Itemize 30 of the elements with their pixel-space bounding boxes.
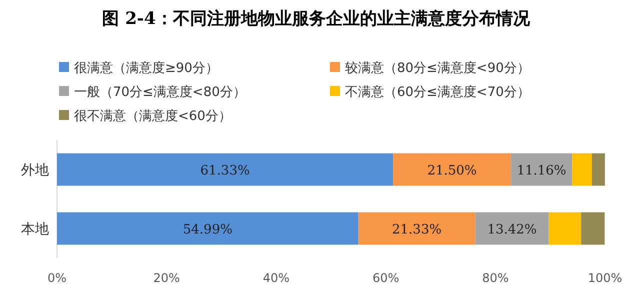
data-label: 11.16% (516, 164, 566, 178)
bar (572, 153, 592, 186)
bar (510, 153, 572, 186)
data-label: 13.42% (487, 222, 537, 238)
data-label: 54.99% (182, 222, 232, 238)
bar (358, 212, 476, 245)
x-tick-label: 80% (482, 271, 509, 285)
x-tick-label: 0% (47, 271, 67, 285)
bar (393, 153, 511, 186)
legend-label: 不满意（60分≤满意度<70分） (345, 84, 530, 100)
bar (592, 153, 605, 186)
legend-label: 很不满意（满意度<60分） (74, 108, 232, 124)
y-tick-label: 本地 (21, 222, 49, 238)
x-tick-label: 40% (262, 271, 290, 285)
legend-label: 较满意（80分≤满意度<90分） (345, 60, 530, 76)
bar (581, 212, 605, 245)
data-label: 21.50% (427, 164, 477, 178)
legend-label: 很满意（满意度≥90分） (74, 60, 218, 76)
bar (475, 212, 549, 245)
bar (57, 153, 394, 186)
x-tick-label: 100% (588, 271, 622, 285)
chart-title: 图 2-4：不同注册地物业服务企业的业主满意度分布情况 (102, 9, 531, 29)
legend-label: 一般（70分≤满意度<80分） (74, 84, 246, 100)
x-tick-label: 60% (372, 271, 400, 285)
x-tick-label: 20% (153, 271, 180, 285)
bar (548, 212, 582, 245)
data-label: 21.33% (392, 222, 442, 238)
y-tick-label: 外地 (21, 162, 49, 178)
bar (57, 212, 358, 245)
data-label: 61.33% (200, 164, 250, 178)
